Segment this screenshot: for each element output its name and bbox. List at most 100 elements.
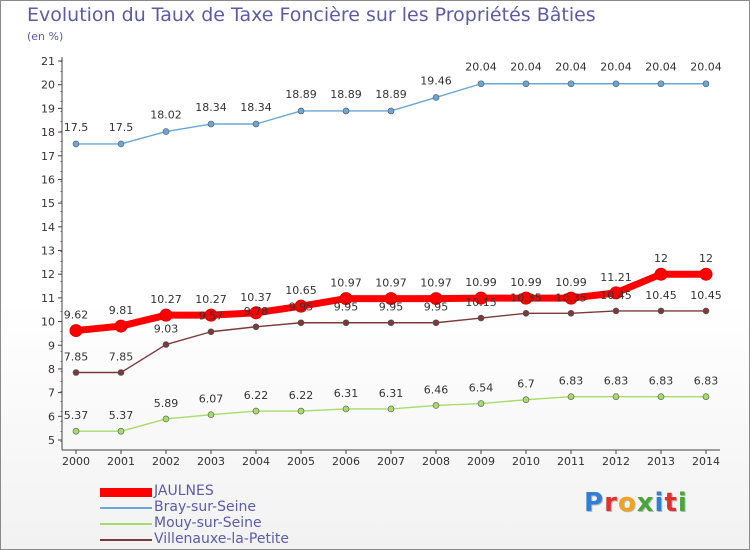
data-point <box>207 120 215 128</box>
y-tick-label: 20 <box>41 79 55 92</box>
y-tick-label: 16 <box>41 173 55 186</box>
data-point <box>117 369 125 376</box>
x-tick-label: 2002 <box>152 455 180 468</box>
data-point <box>294 299 308 313</box>
data-label: 18.89 <box>330 88 362 101</box>
data-point <box>297 319 305 327</box>
y-tick-label: 17 <box>41 150 55 163</box>
data-point <box>522 80 530 88</box>
y-tick-label: 13 <box>41 245 55 258</box>
data-point <box>564 291 578 305</box>
x-tick-label: 2005 <box>287 455 315 468</box>
data-point <box>657 393 665 400</box>
x-tick-label: 2012 <box>602 455 630 468</box>
chart-unit-label: (en %) <box>27 30 64 43</box>
data-point <box>522 396 530 404</box>
y-tick-label: 10 <box>41 316 55 329</box>
data-point <box>342 405 350 413</box>
data-label: 10.27 <box>195 293 227 306</box>
data-point <box>162 341 170 348</box>
data-point <box>609 286 623 300</box>
data-point <box>72 427 80 435</box>
legend-label: Bray-sur-Seine <box>154 499 256 515</box>
y-tick-label: 19 <box>41 102 55 115</box>
y-tick-label: 21 <box>41 55 55 68</box>
data-label: 12 <box>654 252 668 265</box>
data-label: 6.54 <box>469 382 494 395</box>
y-tick-label: 5 <box>48 434 55 447</box>
data-point <box>297 107 305 115</box>
data-point <box>204 308 218 322</box>
data-point <box>477 400 485 407</box>
x-tick-label: 2006 <box>332 455 360 468</box>
logo-letter: r <box>604 488 618 518</box>
data-point <box>702 393 710 400</box>
x-tick-label: 2013 <box>647 455 675 468</box>
data-label: 10.45 <box>600 289 632 302</box>
data-label: 9.57 <box>199 310 224 323</box>
data-point <box>432 319 440 327</box>
data-label: 20.04 <box>510 61 542 74</box>
data-point <box>387 319 395 327</box>
data-label: 10.35 <box>510 291 542 304</box>
data-label: 6.7 <box>517 378 535 391</box>
data-point <box>207 411 215 418</box>
data-label: 9.95 <box>379 301 404 314</box>
data-label: 18.02 <box>150 109 182 122</box>
data-point <box>159 308 173 322</box>
x-tick-label: 2007 <box>377 455 405 468</box>
data-point <box>342 319 350 327</box>
data-point <box>252 120 260 128</box>
data-label: 17.5 <box>64 121 89 134</box>
data-point <box>567 309 575 317</box>
data-point <box>252 407 260 415</box>
data-point <box>519 291 533 305</box>
data-point <box>432 94 440 101</box>
data-label: 9.03 <box>154 323 179 336</box>
data-label: 5.37 <box>109 409 134 422</box>
data-point <box>699 267 713 281</box>
data-label: 10.37 <box>240 291 272 304</box>
y-tick-label: 9 <box>48 339 55 352</box>
x-tick-label: 2004 <box>242 455 270 468</box>
x-tick-label: 2008 <box>422 455 450 468</box>
data-point <box>69 324 83 338</box>
y-tick-label: 15 <box>41 197 55 210</box>
legend-swatch <box>100 523 152 525</box>
data-label: 6.83 <box>559 375 584 388</box>
data-label: 6.22 <box>244 389 269 402</box>
data-label: 19.46 <box>420 74 452 87</box>
data-label: 10.99 <box>555 276 587 289</box>
data-point <box>522 309 530 317</box>
legend-swatch <box>100 539 152 541</box>
data-label: 6.31 <box>334 387 359 400</box>
data-point <box>207 328 215 336</box>
data-point <box>657 307 665 315</box>
data-point <box>249 306 263 320</box>
data-point <box>114 319 128 333</box>
data-point <box>72 140 80 148</box>
x-tick-label: 2000 <box>62 455 90 468</box>
y-tick-label: 18 <box>41 126 55 139</box>
y-tick-label: 8 <box>48 363 55 376</box>
data-label: 6.83 <box>694 375 719 388</box>
y-tick-label: 14 <box>41 221 55 234</box>
data-point <box>432 402 440 409</box>
legend-label: Villenauxe-la-Petite <box>154 531 289 547</box>
legend-label: Mouy-sur-Seine <box>154 515 262 531</box>
data-label: 9.81 <box>109 304 134 317</box>
data-label: 10.99 <box>510 276 542 289</box>
data-point <box>387 405 395 413</box>
data-point <box>339 292 353 306</box>
data-label: 6.83 <box>649 375 674 388</box>
x-tick-label: 2001 <box>107 455 135 468</box>
data-label: 10.45 <box>645 289 677 302</box>
chart-title: Evolution du Taux de Taxe Foncière sur l… <box>27 4 596 26</box>
data-point <box>429 292 443 306</box>
data-label: 10.35 <box>555 291 587 304</box>
data-label: 6.07 <box>199 393 224 406</box>
x-tick-label: 2003 <box>197 455 225 468</box>
data-label: 5.37 <box>64 409 89 422</box>
data-label: 20.04 <box>690 61 722 74</box>
